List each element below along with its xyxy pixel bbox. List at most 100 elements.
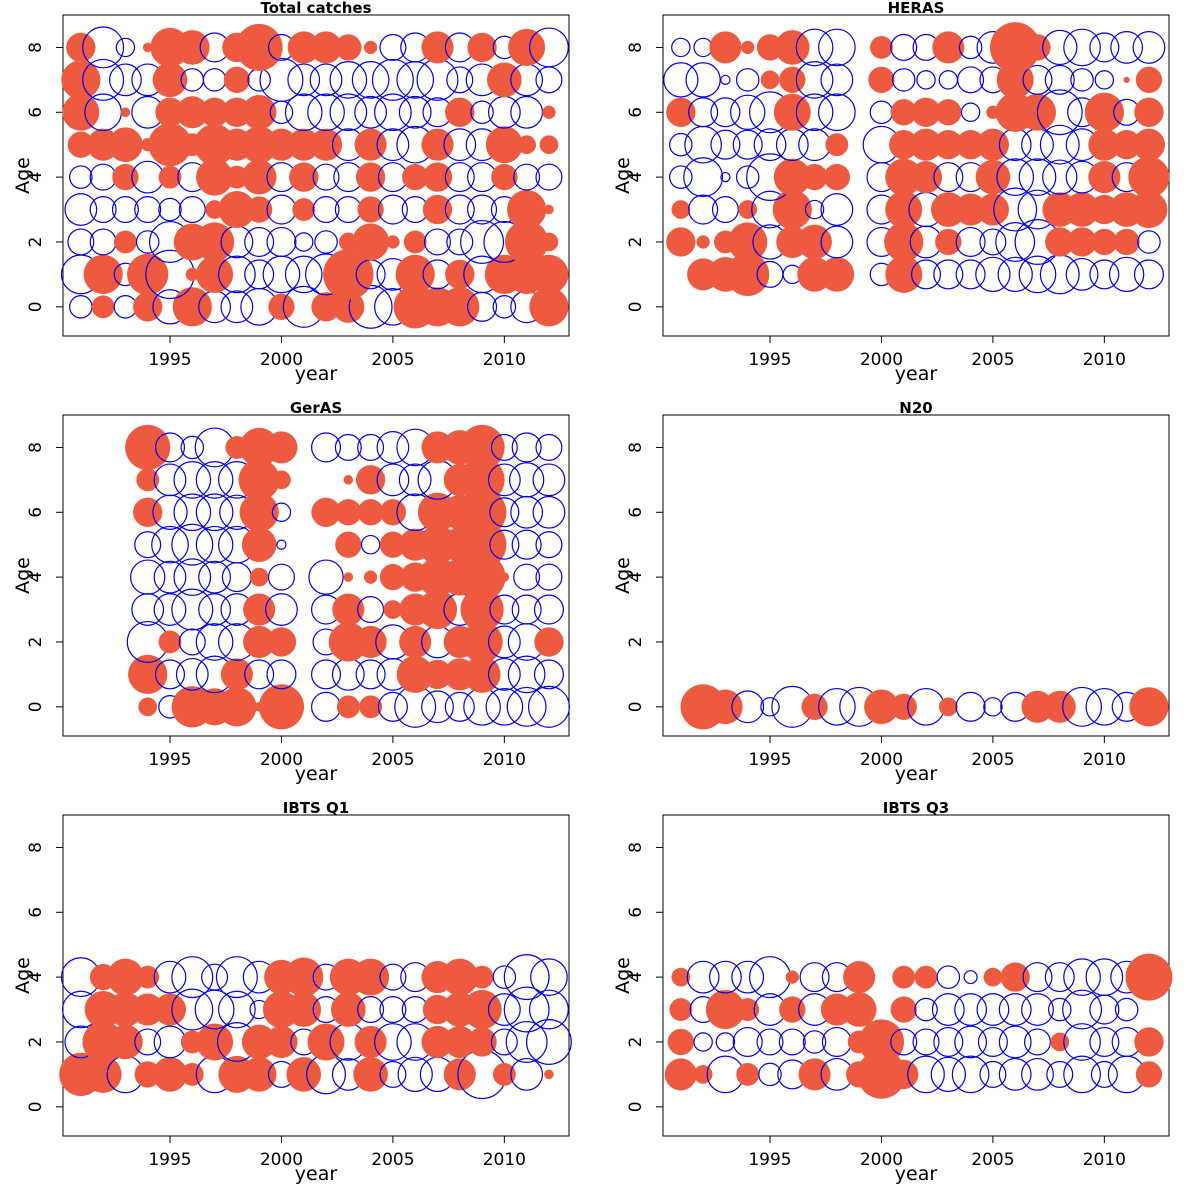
positive-residual-bubble bbox=[539, 232, 559, 252]
negative-residual-bubble bbox=[951, 1055, 990, 1094]
positive-residual-bubble bbox=[343, 475, 354, 485]
negative-residual-bubble bbox=[1089, 32, 1120, 63]
x-tick-label: 2005 bbox=[371, 750, 414, 770]
y-tick-label: 8 bbox=[26, 442, 46, 453]
positive-residual-bubble bbox=[823, 163, 851, 191]
positive-residual-bubble bbox=[83, 254, 123, 295]
negative-residual-bubble bbox=[354, 95, 388, 129]
positive-residual-bubble bbox=[249, 567, 269, 587]
positive-residual-bubble bbox=[671, 967, 691, 987]
negative-residual-bubble bbox=[134, 196, 162, 224]
y-tick-label: 8 bbox=[626, 42, 646, 53]
negative-residual-bubble bbox=[265, 593, 298, 626]
positive-residual-bubble bbox=[935, 99, 962, 126]
negative-residual-bubble bbox=[195, 460, 234, 499]
y-tick-label: 6 bbox=[626, 107, 646, 118]
positive-residual-bubble bbox=[542, 105, 556, 119]
negative-residual-bubble bbox=[1044, 64, 1075, 95]
positive-residual-bubble bbox=[235, 23, 283, 71]
negative-residual-bubble bbox=[309, 63, 343, 97]
negative-residual-bubble bbox=[535, 531, 563, 559]
negative-residual-bubble bbox=[505, 1020, 548, 1063]
positive-residual-bubble bbox=[890, 693, 917, 720]
negative-residual-bubble bbox=[1063, 1023, 1101, 1061]
negative-residual-bubble bbox=[153, 463, 187, 497]
positive-residual-bubble bbox=[379, 499, 407, 526]
negative-residual-bubble bbox=[444, 162, 475, 193]
negative-residual-bubble bbox=[979, 228, 1007, 256]
positive-residual-bubble bbox=[357, 196, 384, 223]
negative-residual-bubble bbox=[820, 225, 854, 259]
y-tick-label: 2 bbox=[26, 637, 46, 648]
positive-residual-bubble bbox=[1113, 228, 1140, 256]
negative-residual-bubble bbox=[244, 226, 275, 257]
negative-residual-bubble bbox=[376, 128, 410, 162]
negative-residual-bubble bbox=[180, 435, 205, 460]
positive-residual-bubble bbox=[332, 593, 365, 626]
x-tick-label: 2010 bbox=[483, 350, 526, 370]
negative-residual-bubble bbox=[911, 259, 942, 290]
positive-residual-bubble bbox=[120, 107, 131, 118]
positive-residual-bubble bbox=[422, 162, 453, 192]
x-axis-label: year bbox=[895, 763, 938, 785]
x-tick-label: 2000 bbox=[860, 750, 903, 770]
negative-residual-bubble bbox=[1018, 255, 1057, 294]
negative-residual-bubble bbox=[202, 68, 227, 92]
negative-residual-bubble bbox=[533, 594, 564, 625]
negative-residual-bubble bbox=[930, 1056, 967, 1093]
negative-residual-bubble bbox=[818, 93, 856, 132]
negative-residual-bubble bbox=[671, 37, 691, 58]
positive-residual-bubble bbox=[258, 684, 305, 730]
negative-residual-bubble bbox=[976, 993, 1010, 1026]
positive-residual-bubble bbox=[868, 66, 895, 94]
positive-residual-bubble bbox=[343, 572, 354, 582]
negative-residual-bubble bbox=[311, 659, 342, 690]
y-tick-label: 2 bbox=[626, 1037, 646, 1048]
negative-residual-bubble bbox=[266, 226, 297, 257]
negative-residual-bubble bbox=[912, 1028, 940, 1056]
negative-residual-bubble bbox=[914, 997, 938, 1022]
positive-residual-bubble bbox=[158, 630, 182, 654]
negative-residual-bubble bbox=[360, 534, 381, 555]
negative-residual-bubble bbox=[492, 295, 517, 319]
positive-residual-bubble bbox=[422, 194, 453, 225]
positive-residual-bubble bbox=[153, 993, 187, 1026]
negative-residual-bubble bbox=[287, 63, 321, 97]
negative-residual-bubble bbox=[266, 659, 297, 690]
negative-residual-bubble bbox=[732, 129, 763, 160]
positive-residual-bubble bbox=[354, 128, 387, 161]
negative-residual-bubble bbox=[756, 1028, 784, 1056]
negative-residual-bubble bbox=[173, 493, 212, 532]
negative-residual-bubble bbox=[954, 1025, 988, 1059]
negative-residual-bubble bbox=[503, 986, 550, 1033]
positive-residual-bubble bbox=[138, 697, 158, 717]
panel-n20: N20 1995 2000 2005 2010 0 2 4 6 8 year Age bbox=[612, 399, 1170, 785]
negative-residual-bubble bbox=[799, 962, 830, 993]
negative-residual-bubble bbox=[907, 1055, 945, 1094]
positive-residual-bubble bbox=[1084, 92, 1124, 132]
negative-residual-bubble bbox=[312, 196, 340, 224]
positive-residual-bubble bbox=[307, 1023, 345, 1061]
negative-residual-bubble bbox=[933, 1026, 964, 1057]
positive-residual-bubble bbox=[363, 40, 378, 55]
positive-residual-bubble bbox=[354, 1025, 387, 1059]
positive-residual-bubble bbox=[539, 135, 559, 155]
negative-residual-bubble bbox=[1133, 259, 1164, 290]
negative-residual-bubble bbox=[489, 497, 520, 528]
negative-residual-bubble bbox=[247, 68, 271, 92]
positive-residual-bubble bbox=[286, 1057, 322, 1092]
x-tick-label: 1995 bbox=[148, 750, 191, 770]
negative-residual-bubble bbox=[308, 559, 344, 595]
negative-residual-bubble bbox=[398, 463, 432, 497]
negative-residual-bubble bbox=[1021, 1057, 1054, 1091]
positive-residual-bubble bbox=[1091, 228, 1118, 256]
negative-residual-bubble bbox=[760, 697, 780, 717]
negative-residual-bubble bbox=[993, 187, 1038, 232]
panel-total-catches: Total catches 1995 2000 2005 2010 0 2 4 6 8 year Ag… bbox=[12, 0, 570, 385]
negative-residual-bubble bbox=[820, 63, 854, 97]
negative-residual-bubble bbox=[314, 230, 338, 254]
negative-residual-bubble bbox=[490, 1028, 518, 1056]
negative-residual-bubble bbox=[158, 197, 182, 222]
positive-residual-bubble bbox=[1088, 161, 1121, 194]
negative-residual-bubble bbox=[1021, 993, 1054, 1026]
